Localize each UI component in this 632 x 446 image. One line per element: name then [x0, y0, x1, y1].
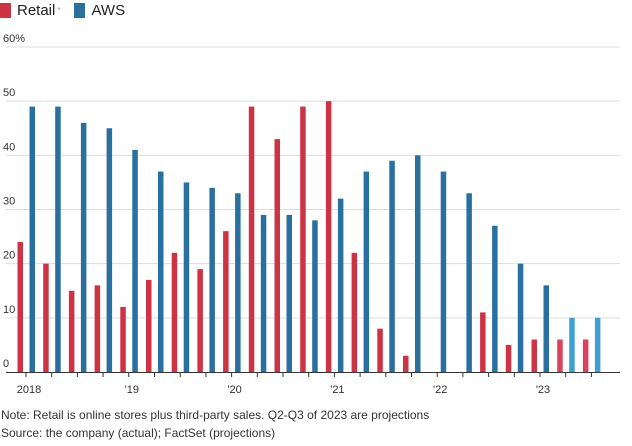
retail-bar — [351, 252, 358, 372]
y-tick-label: 30 — [3, 196, 15, 208]
retail-bar — [17, 242, 23, 372]
x-tick-label: '22 — [433, 384, 447, 396]
chart-source: Source: the company (actual); FactSet (p… — [1, 426, 276, 440]
retail-bar — [248, 106, 255, 372]
aws-bar — [543, 285, 549, 372]
aws-bar — [466, 193, 472, 372]
aws-bar — [312, 220, 318, 372]
retail-bar — [557, 339, 563, 372]
aws-bar — [183, 182, 190, 372]
aws-bar — [55, 106, 61, 372]
retail-bar — [377, 328, 383, 372]
legend-footnote-marker: * — [57, 5, 61, 15]
aws-bar — [235, 193, 241, 372]
retail-bar — [43, 263, 49, 372]
legend-label-aws: AWS — [91, 1, 126, 19]
aws-bar — [517, 263, 524, 372]
aws-bar — [132, 149, 138, 372]
legend-swatch-aws — [74, 2, 86, 18]
x-tick-label: '23 — [536, 384, 550, 396]
legend-item-retail: Retail * — [0, 2, 60, 19]
aws-bar — [80, 122, 87, 372]
y-tick-label: 10 — [3, 304, 15, 316]
aws-bar — [260, 214, 267, 372]
aws-bar — [29, 106, 35, 372]
x-tick-label: '19 — [125, 384, 139, 396]
retail-bar — [505, 344, 512, 372]
aws-bar — [594, 317, 601, 372]
retail-bar — [146, 279, 152, 372]
x-tick-label: '21 — [330, 384, 344, 396]
retail-bar — [68, 290, 75, 372]
legend-swatch-retail — [0, 2, 11, 18]
y-tick-label: 50 — [3, 87, 15, 99]
y-tick-label: 20 — [3, 250, 15, 262]
retail-bar — [274, 139, 280, 372]
aws-bar — [337, 198, 344, 372]
retail-bar — [300, 106, 306, 372]
aws-bar — [389, 160, 395, 372]
x-tick-label: '20 — [227, 384, 241, 396]
y-tick-label: 40 — [3, 141, 15, 153]
legend-label-retail: Retail — [17, 1, 56, 19]
aws-bar — [286, 214, 292, 372]
retail-bar — [171, 252, 178, 372]
aws-bar — [440, 171, 447, 372]
retail-bar — [94, 285, 101, 372]
aws-bar — [158, 171, 164, 372]
y-tick-label: 60% — [3, 33, 25, 45]
retail-bar — [325, 101, 332, 373]
aws-bar — [492, 225, 498, 372]
chart-note: Note: Retail is online stores plus third… — [1, 408, 430, 422]
y-tick-label: 0 — [3, 358, 9, 370]
aws-bar — [106, 128, 113, 372]
bar-chart: 0 10 20 30 40 50 60% 2018 '19 '20 '21 '22 '23 — [3, 33, 620, 396]
retail-bar — [223, 231, 229, 372]
x-tick-label: 2018 — [17, 384, 41, 396]
retail-bar — [120, 307, 126, 372]
retail-bar — [531, 339, 537, 372]
retail-bar — [403, 355, 409, 372]
aws-bar — [415, 155, 421, 372]
aws-bar — [363, 171, 370, 372]
aws-bar — [209, 187, 215, 372]
chart-legend: Retail * AWS — [0, 0, 139, 20]
legend-item-aws: AWS — [74, 2, 125, 19]
retail-bar — [197, 269, 203, 372]
aws-bar — [569, 317, 575, 372]
retail-bar — [582, 339, 589, 372]
retail-bar — [480, 312, 486, 372]
